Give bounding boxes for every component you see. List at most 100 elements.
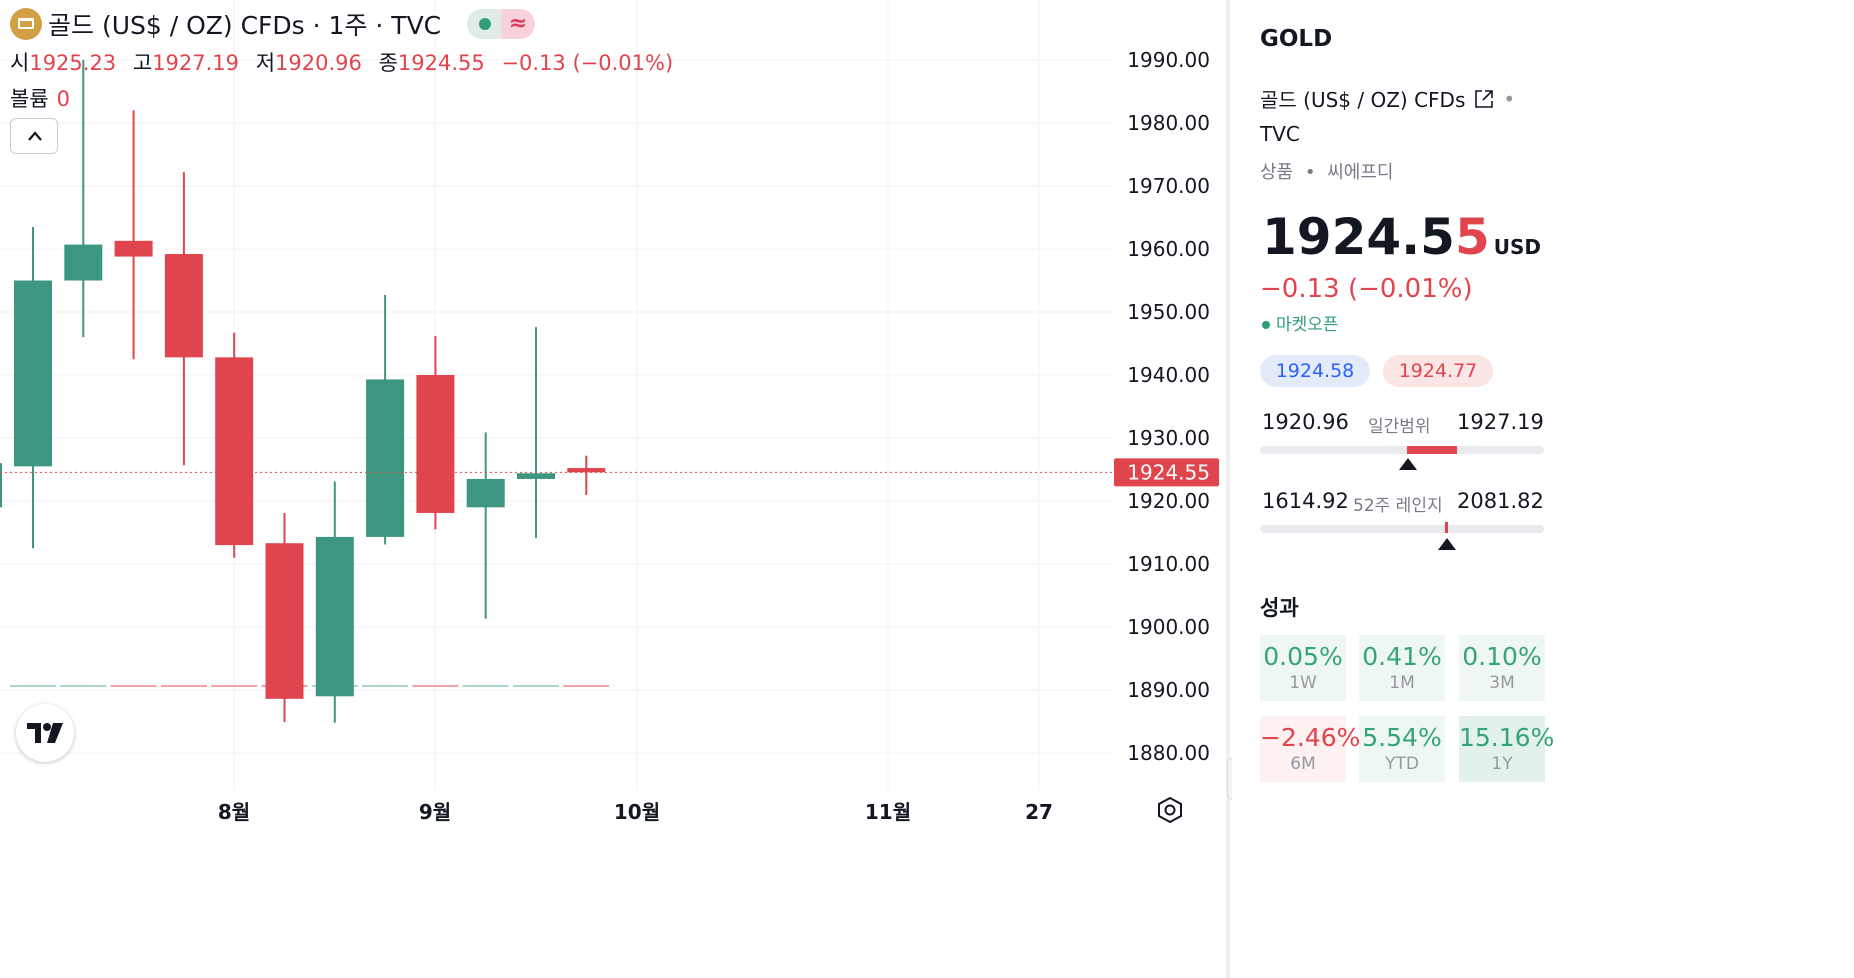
performance-tile-6m[interactable]: −2.46% 6M: [1260, 716, 1361, 782]
market-status: 마켓오픈: [1262, 310, 1339, 335]
volume-legend: 볼륨 0: [10, 83, 70, 113]
candle-body[interactable]: [517, 473, 555, 479]
day-range-fill: [1406, 446, 1457, 454]
price-main: 1924.5: [1262, 208, 1455, 266]
symbol-name-link[interactable]: 골드 (US$ / OZ) CFDs: [1260, 88, 1466, 112]
performance-period: 1Y: [1491, 754, 1513, 774]
y-axis-tick-label: 1950.00: [1127, 300, 1210, 324]
volume-value: 0: [56, 87, 71, 111]
performance-value: −2.46%: [1260, 723, 1361, 752]
performance-period: 1W: [1289, 673, 1317, 693]
y-axis-tick-label: 1990.00: [1127, 48, 1210, 72]
day-range-bar: [1260, 446, 1544, 454]
day-low: 1920.96: [1262, 410, 1349, 434]
ask-price[interactable]: 1924.77: [1383, 355, 1493, 387]
candle-body[interactable]: [114, 240, 153, 257]
panel-exchange[interactable]: TVC: [1260, 122, 1300, 146]
close-key: 종: [378, 51, 398, 75]
x-axis-tick-label: 27: [1025, 800, 1053, 824]
chevron-up-icon: [28, 131, 42, 141]
price-change: −0.13 (−0.01%): [1260, 274, 1473, 304]
performance-tile-1m[interactable]: 0.41% 1M: [1359, 635, 1445, 701]
high-key: 고: [132, 51, 153, 75]
symbol-header: 골드 (US$ / OZ) CFDs · 1주 · TVC ≈: [10, 6, 536, 42]
candle-body[interactable]: [416, 375, 455, 513]
gold-bar-icon: [10, 8, 42, 40]
category2-label[interactable]: 씨에프디: [1327, 162, 1394, 183]
high-value: 1927.19: [152, 51, 240, 75]
y-axis-tick-label: 1910.00: [1127, 552, 1210, 576]
performance-tile-3m[interactable]: 0.10% 3M: [1459, 635, 1545, 701]
last-price-tag-label: 1924.55: [1127, 460, 1210, 484]
tradingview-icon: [27, 723, 63, 743]
category-label[interactable]: 상품: [1260, 162, 1294, 183]
bid-price[interactable]: 1924.58: [1260, 355, 1370, 387]
performance-value: 0.41%: [1362, 642, 1442, 671]
performance-period: YTD: [1385, 754, 1419, 774]
candle-body[interactable]: [366, 379, 405, 537]
performance-value: 0.10%: [1462, 642, 1542, 671]
y-axis-tick-label: 1940.00: [1127, 363, 1210, 387]
performance-period: 6M: [1290, 754, 1316, 774]
open-value: 1925.23: [29, 51, 117, 75]
open-key: 시: [10, 51, 30, 75]
y-axis-tick-label: 1920.00: [1127, 489, 1210, 513]
week52-range-bar: [1260, 522, 1544, 533]
settings-hexagon-icon: [1158, 796, 1182, 824]
candle-body[interactable]: [567, 468, 606, 473]
market-status-label: 마켓오픈: [1276, 315, 1339, 335]
day-range-marker-icon: [1398, 458, 1417, 470]
performance-value: 15.16%: [1459, 723, 1555, 752]
tradingview-logo[interactable]: [16, 704, 74, 762]
y-axis-tick-label: 1900.00: [1127, 615, 1210, 639]
market-status-dot-icon: [1262, 321, 1270, 329]
panel-symbol: GOLD: [1260, 26, 1333, 52]
external-link-icon[interactable]: [1473, 88, 1495, 110]
x-axis-tick-label: 11월: [865, 800, 911, 824]
day-range-label: 일간범위: [1368, 417, 1431, 437]
performance-period: 3M: [1489, 673, 1515, 693]
candle-body[interactable]: [64, 244, 103, 281]
y-axis-tick-label: 1930.00: [1127, 426, 1210, 450]
panel-divider[interactable]: [1226, 0, 1230, 978]
change-value: −0.13 (−0.01%): [501, 51, 674, 75]
price-last-digit: 5: [1454, 208, 1490, 266]
low-key: 저: [255, 51, 276, 75]
low-value: 1920.96: [275, 51, 362, 75]
week52-range-tick: [1445, 522, 1449, 533]
performance-tile-ytd[interactable]: 5.54% YTD: [1359, 716, 1445, 782]
symbol-title[interactable]: 골드 (US$ / OZ) CFDs · 1주 · TVC: [48, 11, 442, 40]
details-panel: [1232, 0, 1854, 978]
week52-label: 52주 레인지: [1353, 496, 1443, 516]
performance-value: 0.05%: [1263, 642, 1343, 671]
candle-body[interactable]: [164, 254, 203, 358]
close-value: 1924.55: [397, 51, 485, 75]
candle-body[interactable]: [466, 478, 505, 508]
performance-value: 5.54%: [1362, 723, 1442, 752]
performance-tile-1w[interactable]: 0.05% 1W: [1260, 635, 1346, 701]
volume-label: 볼륨: [10, 87, 49, 111]
price-chart[interactable]: 1990.00 1980.00 1970.00 1960.00 1950.00 1940.…: [0, 0, 1226, 978]
candle-body[interactable]: [14, 280, 52, 467]
x-axis-tick-label: 8월: [218, 800, 250, 824]
last-price: 1924.55 USD: [1262, 208, 1541, 266]
day-high: 1927.19: [1457, 410, 1544, 434]
collapse-legend-button[interactable]: [10, 118, 58, 154]
wave-icon: ≈: [501, 9, 536, 39]
chart-settings-button[interactable]: [1156, 796, 1184, 828]
week52-range-marker-icon: [1438, 538, 1457, 550]
performance-title: 성과: [1260, 596, 1299, 620]
candle-body[interactable]: [265, 543, 304, 699]
y-axis-tick-label: 1880.00: [1127, 741, 1210, 765]
candle-body[interactable]: [315, 536, 354, 697]
y-axis-tick-label: 1980.00: [1127, 111, 1210, 135]
x-axis-tick-label: 10월: [614, 800, 660, 824]
performance-tile-1y[interactable]: 15.16% 1Y: [1459, 716, 1555, 782]
week52-low: 1614.92: [1262, 489, 1349, 513]
price-currency: USD: [1493, 235, 1541, 259]
candle-body[interactable]: [215, 357, 254, 546]
performance-period: 1M: [1389, 673, 1415, 693]
x-axis-tick-label: 9월: [419, 800, 451, 824]
status-pill[interactable]: ≈: [467, 9, 536, 39]
y-axis-tick-label: 1970.00: [1127, 174, 1210, 198]
